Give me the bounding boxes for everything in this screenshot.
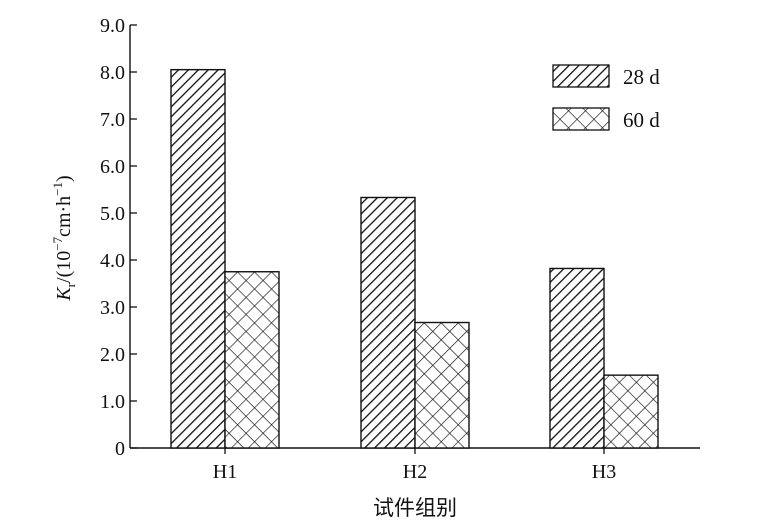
y-tick-label: 3.0 xyxy=(100,297,125,319)
legend-label-60d: 60 d xyxy=(623,108,660,132)
bar-h1-60d xyxy=(224,271,280,449)
y-tick-label: 1.0 xyxy=(100,391,125,413)
y-tick-label: 0 xyxy=(115,438,125,460)
y-axis-label: Kr/(10−7cm·h−1) xyxy=(50,175,78,301)
y-tick-label: 9.0 xyxy=(100,15,125,37)
y-label-unit-exp2: −1 xyxy=(50,182,65,196)
bar-h2-60d xyxy=(414,321,470,449)
y-tick-label: 5.0 xyxy=(100,203,125,225)
x-axis-label: 试件组别 xyxy=(373,496,457,520)
y-label-unit-open: /(10 xyxy=(53,251,75,283)
y-axis-ticks: 0 1.0 2.0 3.0 4.0 5.0 6.0 7.0 8.0 9.0 xyxy=(100,15,137,460)
y-tick-label: 6.0 xyxy=(100,156,125,178)
bar-h1-28d xyxy=(170,68,226,449)
y-label-unit-mid: cm·h xyxy=(53,196,75,237)
y-label-unit-exp: −7 xyxy=(50,236,65,250)
x-axis-categories: H1 H2 H3 xyxy=(213,448,616,483)
legend-swatch-60d xyxy=(552,107,610,131)
x-tick-label: H1 xyxy=(213,461,237,483)
legend: 28 d 60 d xyxy=(552,64,660,132)
bar-h3-60d xyxy=(603,374,659,449)
bar-h2-28d xyxy=(360,196,416,449)
bar-h3-28d xyxy=(549,267,605,449)
y-tick-label: 7.0 xyxy=(100,109,125,131)
y-tick-label: 2.0 xyxy=(100,344,125,366)
x-tick-label: H3 xyxy=(592,461,616,483)
y-tick-label: 8.0 xyxy=(100,62,125,84)
legend-swatch-28d xyxy=(552,64,610,88)
y-label-subscript: r xyxy=(63,282,78,287)
bars xyxy=(170,68,659,449)
y-tick-label: 4.0 xyxy=(100,250,125,272)
y-label-unit-close: ) xyxy=(53,175,75,182)
y-label-symbol: K xyxy=(53,286,75,302)
legend-label-28d: 28 d xyxy=(623,65,660,89)
x-tick-label: H2 xyxy=(403,461,427,483)
